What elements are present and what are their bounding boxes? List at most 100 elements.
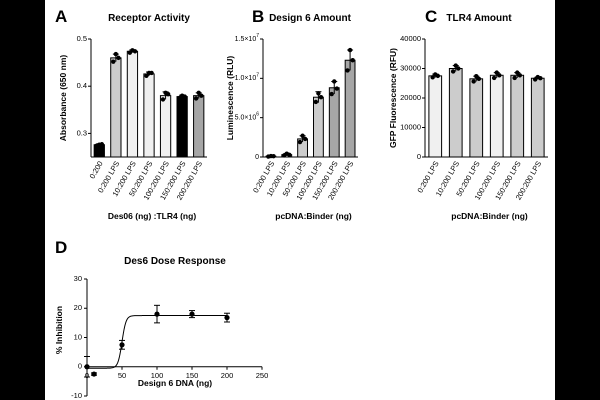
bar: [448, 68, 463, 158]
panel-letter-a: A: [55, 7, 67, 26]
data-point: [538, 76, 543, 81]
bar: [489, 74, 504, 158]
y-tick-label: 1.0×107: [235, 73, 260, 83]
data-point: [329, 91, 334, 97]
panel-letter-d: D: [55, 238, 67, 257]
data-point: [435, 73, 441, 79]
data-point: [189, 311, 195, 317]
chart-a-ylabel: Absorbance (650 nm): [58, 55, 68, 142]
data-point: [512, 75, 517, 81]
data-point: [332, 79, 337, 84]
y-tick-label: 0: [78, 362, 82, 371]
data-point: [199, 93, 204, 98]
data-point: [182, 94, 187, 99]
y-tick-label: 20000: [400, 93, 421, 102]
data-point: [517, 73, 523, 78]
data-point: [453, 63, 458, 68]
bar: [176, 96, 188, 158]
bar: [469, 78, 484, 158]
bar: [143, 73, 155, 158]
bar: [344, 59, 356, 158]
data-point: [471, 79, 476, 84]
x-tick-label: 250: [256, 371, 269, 380]
y-tick-label: 30000: [400, 63, 421, 72]
panel-letter-b: B: [252, 7, 264, 26]
x-tick-label: 200: [221, 371, 234, 380]
data-point: [300, 133, 305, 138]
y-tick-label: 20: [74, 303, 82, 312]
y-tick-label: 10: [74, 332, 82, 341]
data-point: [350, 58, 355, 63]
data-point: [196, 90, 201, 96]
data-point: [271, 154, 276, 159]
chart-b-ylabel: Luminescence (RLU): [225, 56, 235, 141]
y-tick-label: 5.0×106: [235, 112, 260, 122]
y-tick-label: 10000: [400, 122, 421, 131]
data-point: [113, 51, 119, 57]
data-point: [497, 73, 502, 78]
data-point: [224, 315, 230, 321]
y-tick-label: 0.5: [77, 34, 87, 43]
data-point: [287, 152, 292, 157]
y-tick-label: 0.4: [77, 81, 87, 90]
data-point: [154, 311, 160, 317]
data-point: [313, 99, 319, 105]
chart-d-title: Des6 Dose Response: [124, 256, 226, 267]
data-point: [119, 342, 125, 348]
chart-c-xlabel: pcDNA:Binder (ng): [451, 211, 528, 221]
data-point: [476, 76, 482, 82]
data-point: [84, 364, 90, 370]
y-tick-label: 0: [417, 152, 421, 161]
bar: [510, 74, 525, 158]
x-tick-label: 100: [151, 371, 164, 380]
y-tick-label: 30: [74, 274, 82, 283]
data-point: [144, 73, 149, 79]
data-point: [430, 75, 435, 80]
data-point: [347, 47, 353, 53]
data-point: [316, 91, 321, 96]
data-point: [318, 95, 324, 100]
data-point: [111, 59, 116, 64]
data-point: [297, 139, 303, 145]
bar: [126, 50, 139, 158]
chart-c-ylabel: GFP Fluorescence (RFU): [388, 48, 398, 148]
chart-d-ylabel: % Inhibition: [54, 306, 64, 354]
chart-a-xlabel: Des06 (ng) :TLR4 (ng): [108, 211, 196, 221]
data-point: [302, 136, 308, 142]
chart-a-title: Receptor Activity: [108, 13, 190, 24]
data-point: [193, 96, 199, 101]
data-point: [99, 142, 105, 147]
chart-b-title: Design 6 Amount: [269, 13, 352, 24]
x-tick-label: 50: [118, 371, 126, 380]
y-tick-label: 0.3: [77, 128, 87, 137]
data-point: [334, 86, 340, 91]
tick-exponent: 7: [256, 33, 259, 39]
chart-c-title: TLR4 Amount: [446, 13, 512, 24]
y-tick-label: 40000: [400, 34, 421, 43]
bar: [193, 95, 205, 158]
chart-b-xlabel: pcDNA:Binder (ng): [275, 211, 352, 221]
bar: [159, 95, 172, 158]
chart-d-xlabel: Design 6 DNA (ng): [138, 378, 212, 388]
tick-exponent: 7: [256, 73, 259, 79]
tick-exponent: 6: [256, 112, 259, 118]
panel-letter-c: C: [425, 7, 437, 26]
y-tick-label: -10: [71, 391, 82, 400]
data-point: [165, 92, 171, 97]
bar: [328, 87, 340, 158]
data-point: [116, 55, 121, 61]
data-point: [345, 68, 350, 73]
bar: [110, 57, 122, 158]
data-point: [91, 371, 97, 377]
data-point: [456, 66, 461, 71]
x-tick-label: 150: [186, 371, 199, 380]
y-tick-label: 1.5×107: [235, 33, 260, 43]
data-point: [132, 49, 138, 54]
data-point: [149, 70, 154, 76]
bar: [428, 75, 443, 158]
data-point: [450, 69, 456, 74]
bar: [313, 96, 324, 158]
y-tick-label: 0: [255, 154, 259, 161]
